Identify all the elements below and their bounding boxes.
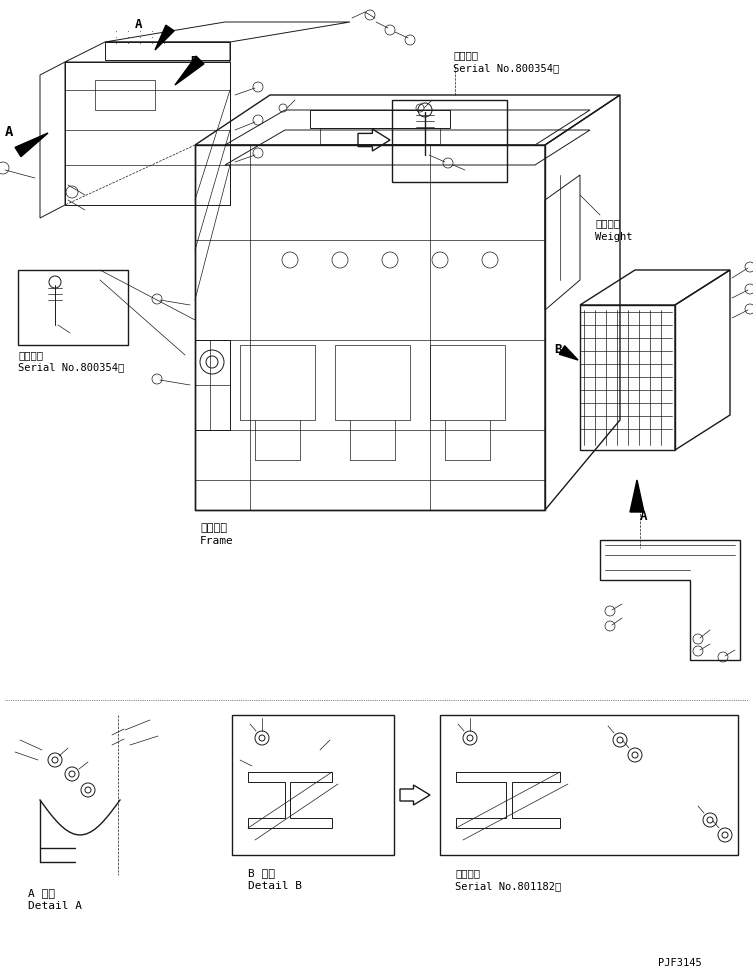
Text: A: A <box>5 125 14 139</box>
Polygon shape <box>630 480 644 512</box>
Text: ウェイト: ウェイト <box>595 218 620 228</box>
Text: .: . <box>163 34 166 39</box>
Text: .: . <box>163 40 166 45</box>
Text: .: . <box>163 28 166 33</box>
Text: B 詳細: B 詳細 <box>248 868 275 878</box>
Polygon shape <box>155 25 174 50</box>
Text: 適用号機: 適用号機 <box>455 868 480 878</box>
Text: .: . <box>139 40 142 45</box>
Bar <box>440 715 738 855</box>
Text: A: A <box>135 18 142 31</box>
Text: .: . <box>115 28 118 33</box>
Text: .: . <box>139 34 142 39</box>
Text: .: . <box>115 34 118 39</box>
Text: .: . <box>127 40 130 45</box>
Text: Frame: Frame <box>200 536 233 546</box>
Text: 適用号機: 適用号機 <box>18 350 43 360</box>
Text: .: . <box>115 40 118 45</box>
Text: A 詳細: A 詳細 <box>28 888 55 898</box>
Text: Serial No.801182～: Serial No.801182～ <box>455 881 561 891</box>
Text: B: B <box>190 55 197 68</box>
Text: .: . <box>151 28 154 33</box>
Text: Serial No.800354～: Serial No.800354～ <box>18 362 124 372</box>
Text: 適用号機: 適用号機 <box>453 50 478 60</box>
Text: フレーム: フレーム <box>200 523 227 533</box>
Text: A: A <box>640 510 648 523</box>
Bar <box>18 270 128 345</box>
Polygon shape <box>559 346 578 360</box>
Text: .: . <box>151 40 154 45</box>
Text: B: B <box>554 343 562 356</box>
Bar <box>392 100 507 182</box>
Text: PJF3145: PJF3145 <box>658 958 702 968</box>
Text: .: . <box>127 28 130 33</box>
Polygon shape <box>15 133 48 156</box>
Polygon shape <box>175 56 204 85</box>
Text: Serial No.800354～: Serial No.800354～ <box>453 63 559 73</box>
Text: .: . <box>139 28 142 33</box>
Text: Detail B: Detail B <box>248 881 302 891</box>
Text: .: . <box>151 34 154 39</box>
Bar <box>232 715 394 855</box>
Text: Detail A: Detail A <box>28 901 82 911</box>
Bar <box>95 80 155 110</box>
Text: Weight: Weight <box>595 232 633 242</box>
Text: .: . <box>127 34 130 39</box>
